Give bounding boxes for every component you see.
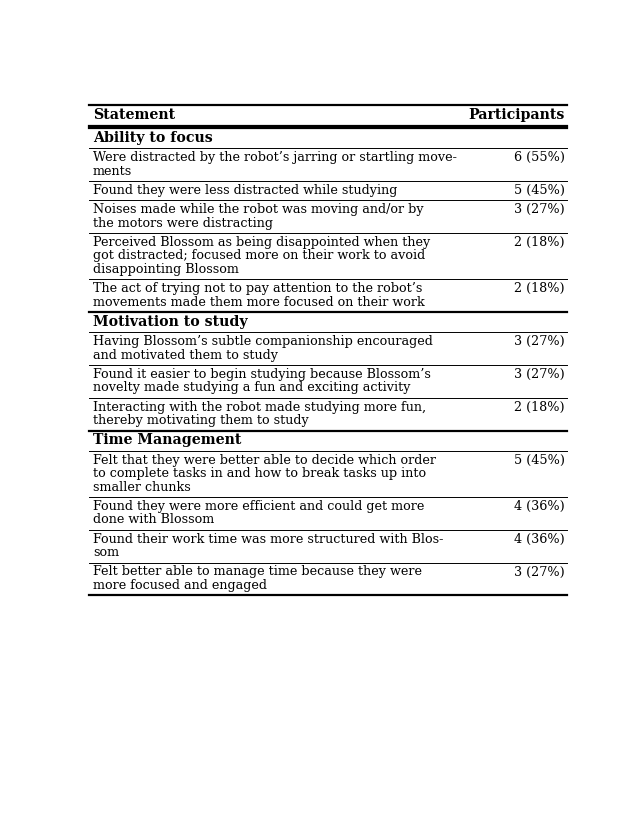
Text: the motors were distracting: the motors were distracting [93,217,273,230]
Text: 4 (36%): 4 (36%) [514,533,564,546]
Text: Perceived Blossom as being disappointed when they: Perceived Blossom as being disappointed … [93,236,430,249]
Text: Noises made while the robot was moving and/or by: Noises made while the robot was moving a… [93,203,424,216]
Text: Found their work time was more structured with Blos-: Found their work time was more structure… [93,533,444,546]
Text: ments: ments [93,165,132,178]
Text: done with Blossom: done with Blossom [93,513,214,526]
Text: 4 (36%): 4 (36%) [514,500,564,513]
Text: movements made them more focused on their work: movements made them more focused on thei… [93,296,425,309]
Text: novelty made studying a fun and exciting activity: novelty made studying a fun and exciting… [93,381,410,394]
Text: Participants: Participants [468,108,564,122]
Text: Ability to focus: Ability to focus [93,130,212,144]
Text: 5 (45%): 5 (45%) [513,453,564,466]
Text: 3 (27%): 3 (27%) [514,566,564,579]
Text: som: som [93,546,119,559]
Text: 3 (27%): 3 (27%) [514,203,564,216]
Text: 2 (18%): 2 (18%) [514,236,564,249]
Text: disappointing Blossom: disappointing Blossom [93,263,239,276]
Text: Found they were more efficient and could get more: Found they were more efficient and could… [93,500,424,513]
Text: more focused and engaged: more focused and engaged [93,579,267,592]
Text: 3 (27%): 3 (27%) [514,335,564,348]
Text: 3 (27%): 3 (27%) [514,368,564,381]
Text: Motivation to study: Motivation to study [93,315,248,328]
Text: thereby motivating them to study: thereby motivating them to study [93,414,308,427]
Text: Found they were less distracted while studying: Found they were less distracted while st… [93,183,397,196]
Text: Time Management: Time Management [93,433,241,447]
Text: Felt better able to manage time because they were: Felt better able to manage time because … [93,566,422,579]
Text: and motivated them to study: and motivated them to study [93,349,278,362]
Text: to complete tasks in and how to break tasks up into: to complete tasks in and how to break ta… [93,467,426,480]
Text: Felt that they were better able to decide which order: Felt that they were better able to decid… [93,453,436,466]
Text: 2 (18%): 2 (18%) [514,401,564,414]
Text: 5 (45%): 5 (45%) [513,183,564,196]
Text: smaller chunks: smaller chunks [93,481,191,494]
Text: The act of trying not to pay attention to the robot’s: The act of trying not to pay attention t… [93,282,422,295]
Text: 2 (18%): 2 (18%) [514,282,564,295]
Text: Were distracted by the robot’s jarring or startling move-: Were distracted by the robot’s jarring o… [93,151,457,164]
Text: Found it easier to begin studying because Blossom’s: Found it easier to begin studying becaus… [93,368,431,381]
Text: Interacting with the robot made studying more fun,: Interacting with the robot made studying… [93,401,426,414]
Text: Having Blossom’s subtle companionship encouraged: Having Blossom’s subtle companionship en… [93,335,433,348]
Text: Statement: Statement [93,108,175,122]
Text: got distracted; focused more on their work to avoid: got distracted; focused more on their wo… [93,249,425,262]
Text: 6 (55%): 6 (55%) [513,151,564,164]
